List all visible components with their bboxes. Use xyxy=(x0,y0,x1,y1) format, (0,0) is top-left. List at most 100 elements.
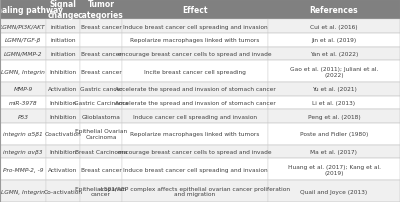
Text: LGMN/PI3K/AKT: LGMN/PI3K/AKT xyxy=(0,24,46,29)
Text: LGMN, Integrin: LGMN, Integrin xyxy=(1,189,45,194)
Bar xyxy=(268,83,400,96)
Bar xyxy=(46,110,80,123)
Bar xyxy=(122,83,268,96)
Text: Pro-MMP-2, -9: Pro-MMP-2, -9 xyxy=(3,167,43,172)
Bar xyxy=(268,123,400,145)
Bar xyxy=(80,47,122,61)
Text: Breast cancer: Breast cancer xyxy=(81,167,121,172)
Bar xyxy=(268,180,400,202)
Text: encourage breast cancer cells to spread and invade: encourage breast cancer cells to spread … xyxy=(118,52,272,57)
Bar xyxy=(80,61,122,83)
Bar xyxy=(46,0,80,20)
Text: References: References xyxy=(310,6,358,15)
Text: Induce breast cancer cell spreading and invasion: Induce breast cancer cell spreading and … xyxy=(123,167,267,172)
Text: Signal
change: Signal change xyxy=(47,0,79,20)
Text: Peng et al. (2018): Peng et al. (2018) xyxy=(308,114,360,119)
Bar xyxy=(80,123,122,145)
Bar xyxy=(0,47,46,61)
Bar xyxy=(0,20,46,34)
Bar xyxy=(122,34,268,47)
Text: Epithelial Ovarian
Carcinoma: Epithelial Ovarian Carcinoma xyxy=(75,129,127,140)
Text: Li et al. (2013): Li et al. (2013) xyxy=(312,100,356,105)
Bar xyxy=(122,47,268,61)
Text: Huang et al. (2017); Kang et al.
(2019): Huang et al. (2017); Kang et al. (2019) xyxy=(288,164,380,175)
Bar xyxy=(46,145,80,159)
Bar xyxy=(80,145,122,159)
Text: P53: P53 xyxy=(18,114,28,119)
Bar xyxy=(46,96,80,110)
Bar xyxy=(0,96,46,110)
Text: Accelerate the spread and invasion of stomach cancer: Accelerate the spread and invasion of st… xyxy=(115,87,275,92)
Text: Incite breast cancer cell spreading: Incite breast cancer cell spreading xyxy=(144,69,246,74)
Bar xyxy=(46,123,80,145)
Bar xyxy=(268,145,400,159)
Text: Yan et al. (2022): Yan et al. (2022) xyxy=(310,52,358,57)
Text: Tumor
categories: Tumor categories xyxy=(78,0,124,20)
Bar xyxy=(122,159,268,180)
Text: Repolarize macrophages linked with tumors: Repolarize macrophages linked with tumor… xyxy=(130,132,260,137)
Bar xyxy=(268,34,400,47)
Text: integrin α5β1: integrin α5β1 xyxy=(3,132,43,137)
Bar xyxy=(46,20,80,34)
Text: initiation: initiation xyxy=(50,24,76,29)
Text: Cui et al. (2016): Cui et al. (2016) xyxy=(310,24,358,29)
Bar xyxy=(80,83,122,96)
Bar xyxy=(0,145,46,159)
Bar xyxy=(122,96,268,110)
Bar xyxy=(268,20,400,34)
Bar xyxy=(0,110,46,123)
Bar xyxy=(0,180,46,202)
Bar xyxy=(80,0,122,20)
Bar xyxy=(0,61,46,83)
Text: initiation: initiation xyxy=(50,52,76,57)
Text: integrin αvβ3: integrin αvβ3 xyxy=(3,149,43,154)
Bar xyxy=(46,159,80,180)
Text: Glioblastoma: Glioblastoma xyxy=(82,114,120,119)
Text: Inhibition: Inhibition xyxy=(50,149,76,154)
Bar xyxy=(122,145,268,159)
Text: Induce breast cancer cell spreading and invasion: Induce breast cancer cell spreading and … xyxy=(123,24,267,29)
Bar xyxy=(46,61,80,83)
Bar xyxy=(80,180,122,202)
Bar xyxy=(268,159,400,180)
Bar xyxy=(0,83,46,96)
Text: Breast cancer: Breast cancer xyxy=(81,52,121,57)
Bar xyxy=(268,96,400,110)
Text: LGMN/MMP-2: LGMN/MMP-2 xyxy=(4,52,42,57)
Text: Breast Carcinoma: Breast Carcinoma xyxy=(75,149,127,154)
Text: Gastric cancer: Gastric cancer xyxy=(80,87,122,92)
Text: LGMN/TGF-β: LGMN/TGF-β xyxy=(5,38,41,43)
Bar xyxy=(122,123,268,145)
Text: Induce cancer cell spreading and invasion: Induce cancer cell spreading and invasio… xyxy=(133,114,257,119)
Text: α5β1/AEP complex affects epithelial ovarian cancer proliferation
and migration: α5β1/AEP complex affects epithelial ovar… xyxy=(100,186,290,197)
Text: Yu et al. (2021): Yu et al. (2021) xyxy=(312,87,356,92)
Bar xyxy=(80,20,122,34)
Bar xyxy=(80,159,122,180)
Bar xyxy=(122,110,268,123)
Text: Co-activation: Co-activation xyxy=(44,189,82,194)
Text: Epithelial ovarian
cancer: Epithelial ovarian cancer xyxy=(76,186,126,197)
Bar xyxy=(0,159,46,180)
Bar xyxy=(80,96,122,110)
Bar xyxy=(46,83,80,96)
Bar xyxy=(268,110,400,123)
Text: Signaling pathway: Signaling pathway xyxy=(0,6,63,15)
Text: LGMN, Integrin: LGMN, Integrin xyxy=(1,69,45,74)
Bar xyxy=(268,47,400,61)
Bar xyxy=(268,0,400,20)
Text: encourage breast cancer cells to spread and invade: encourage breast cancer cells to spread … xyxy=(118,149,272,154)
Text: Quail and Joyce (2013): Quail and Joyce (2013) xyxy=(300,189,368,194)
Text: MMP-9: MMP-9 xyxy=(13,87,33,92)
Bar xyxy=(122,61,268,83)
Text: Gao et al. (2011); Juliani et al.
(2022): Gao et al. (2011); Juliani et al. (2022) xyxy=(290,66,378,77)
Bar xyxy=(46,47,80,61)
Text: Inhibition: Inhibition xyxy=(50,114,76,119)
Text: Poste and Fidler (1980): Poste and Fidler (1980) xyxy=(300,132,368,137)
Bar xyxy=(80,110,122,123)
Text: Activation: Activation xyxy=(48,87,78,92)
Bar xyxy=(0,0,46,20)
Text: Inhibition: Inhibition xyxy=(50,69,76,74)
Text: Jin et al. (2019): Jin et al. (2019) xyxy=(311,38,357,43)
Bar xyxy=(0,123,46,145)
Bar xyxy=(80,34,122,47)
